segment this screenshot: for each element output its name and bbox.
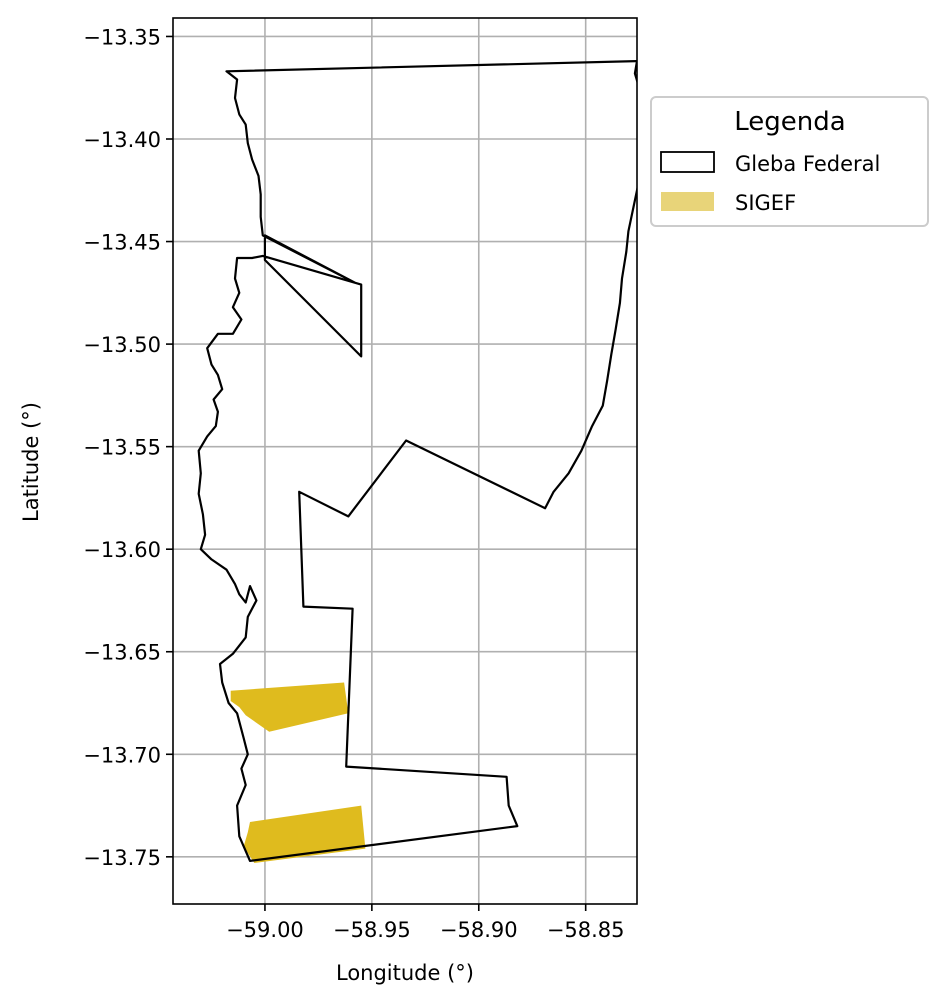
gridlines (173, 18, 637, 904)
y-tick-label: −13.70 (83, 743, 161, 767)
y-tick-label: −13.45 (83, 231, 161, 255)
x-axis-label: Longitude (°) (336, 961, 474, 985)
y-tick-label: −13.65 (83, 641, 161, 665)
y-tick-label: −13.55 (83, 436, 161, 460)
y-tick-label: −13.50 (83, 333, 161, 357)
legend-label-gleba-federal: Gleba Federal (735, 152, 880, 176)
y-tick-label: −13.75 (83, 846, 161, 870)
x-tick-label: −58.90 (440, 918, 518, 942)
y-tick-label: −13.40 (83, 128, 161, 152)
plot-frame (172, 17, 638, 905)
legend-label-sigef: SIGEF (735, 191, 796, 215)
legend: Legenda Gleba Federal SIGEF (650, 96, 929, 227)
map-layers (197, 59, 637, 863)
sigef-parcel (243, 805, 366, 863)
y-tick-label: −13.60 (83, 538, 161, 562)
y-axis-label: Latitude (°) (19, 402, 43, 522)
sigef-parcel (230, 682, 349, 732)
gleba-federal-boundary (197, 59, 637, 863)
legend-title: Legenda (734, 107, 845, 137)
x-tick-label: −58.95 (333, 918, 411, 942)
legend-swatch-sigef (661, 192, 714, 211)
y-tick-label: −13.35 (83, 25, 161, 49)
x-tick-label: −58.85 (547, 918, 625, 942)
legend-swatch-gleba-federal (660, 151, 715, 173)
legend-box (650, 96, 929, 227)
x-tick-label: −59.00 (226, 918, 304, 942)
axis-ticks: −59.00 −58.95 −58.90 −58.85 −13.35 −13.40 −13.… (83, 25, 624, 942)
